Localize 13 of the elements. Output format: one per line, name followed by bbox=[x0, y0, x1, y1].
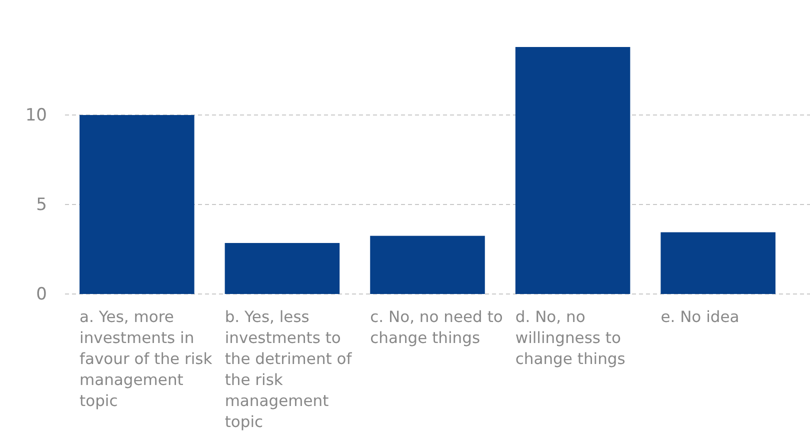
x-tick-label: b. Yes, less investments to the detriment of the risk management topic bbox=[224, 308, 352, 431]
bar bbox=[660, 232, 776, 294]
x-tick-label: c. No, no need to change things bbox=[370, 308, 503, 347]
x-tick-label: d. No, no willingness to change things bbox=[515, 308, 626, 368]
bar bbox=[224, 242, 340, 294]
y-tick-label: 10 bbox=[25, 105, 47, 126]
y-tick-label: 0 bbox=[36, 284, 47, 304]
x-tick-label: e. No idea bbox=[660, 308, 740, 326]
bar bbox=[515, 47, 630, 294]
bar bbox=[370, 236, 485, 294]
bar bbox=[80, 115, 194, 294]
x-tick-label: a. Yes, more investments in favour of the risk management topic bbox=[80, 308, 212, 410]
y-tick-label: 5 bbox=[36, 194, 47, 215]
